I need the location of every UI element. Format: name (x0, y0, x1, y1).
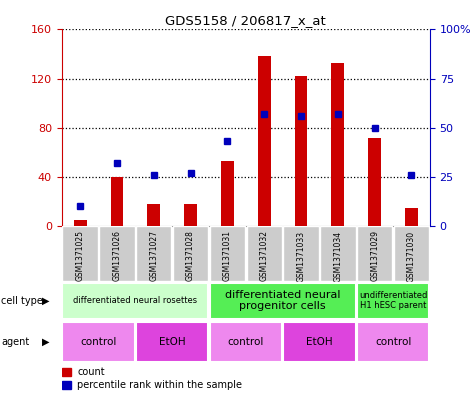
Text: GSM1371031: GSM1371031 (223, 230, 232, 281)
Bar (221, 161, 234, 226)
Text: GSM1371027: GSM1371027 (149, 230, 158, 281)
Bar (258, 57, 271, 226)
Bar (173, 226, 208, 281)
Bar (147, 204, 160, 226)
Bar (357, 322, 429, 362)
Bar (63, 226, 98, 281)
Bar (284, 322, 355, 362)
Bar (405, 208, 418, 226)
Text: differentiated neural rosettes: differentiated neural rosettes (73, 296, 198, 305)
Text: GSM1371032: GSM1371032 (260, 230, 269, 281)
Bar (210, 226, 245, 281)
Text: count: count (77, 367, 105, 377)
Bar (184, 204, 197, 226)
Bar (394, 226, 429, 281)
Bar (357, 226, 392, 281)
Text: undifferentiated
H1 hESC parent: undifferentiated H1 hESC parent (359, 291, 427, 310)
Bar (63, 322, 134, 362)
Text: GSM1371033: GSM1371033 (296, 230, 305, 281)
Bar (210, 322, 282, 362)
Text: differentiated neural
progenitor cells: differentiated neural progenitor cells (225, 290, 341, 311)
Text: GSM1371028: GSM1371028 (186, 230, 195, 281)
Text: EtOH: EtOH (159, 337, 186, 347)
Text: GSM1371034: GSM1371034 (333, 230, 342, 281)
Bar (320, 226, 355, 281)
Text: ▶: ▶ (42, 337, 49, 347)
Text: ▶: ▶ (42, 296, 49, 306)
Text: EtOH: EtOH (306, 337, 333, 347)
Bar (368, 138, 381, 226)
Bar (247, 226, 282, 281)
Text: control: control (228, 337, 264, 347)
Bar (294, 76, 307, 226)
Title: GDS5158 / 206817_x_at: GDS5158 / 206817_x_at (165, 14, 326, 27)
Bar (62, 368, 71, 376)
Bar (111, 177, 124, 226)
Text: agent: agent (1, 337, 29, 347)
Bar (99, 226, 134, 281)
Bar (62, 381, 71, 389)
Text: cell type: cell type (1, 296, 43, 306)
Bar (284, 226, 319, 281)
Text: percentile rank within the sample: percentile rank within the sample (77, 380, 242, 390)
Text: control: control (80, 337, 117, 347)
Text: GSM1371029: GSM1371029 (370, 230, 379, 281)
Text: GSM1371025: GSM1371025 (76, 230, 85, 281)
Text: control: control (375, 337, 411, 347)
Bar (63, 283, 208, 319)
Bar (136, 322, 208, 362)
Bar (136, 226, 171, 281)
Text: GSM1371030: GSM1371030 (407, 230, 416, 281)
Bar (74, 220, 86, 226)
Text: GSM1371026: GSM1371026 (113, 230, 122, 281)
Bar (332, 62, 344, 226)
Bar (210, 283, 355, 319)
Bar (357, 283, 429, 319)
